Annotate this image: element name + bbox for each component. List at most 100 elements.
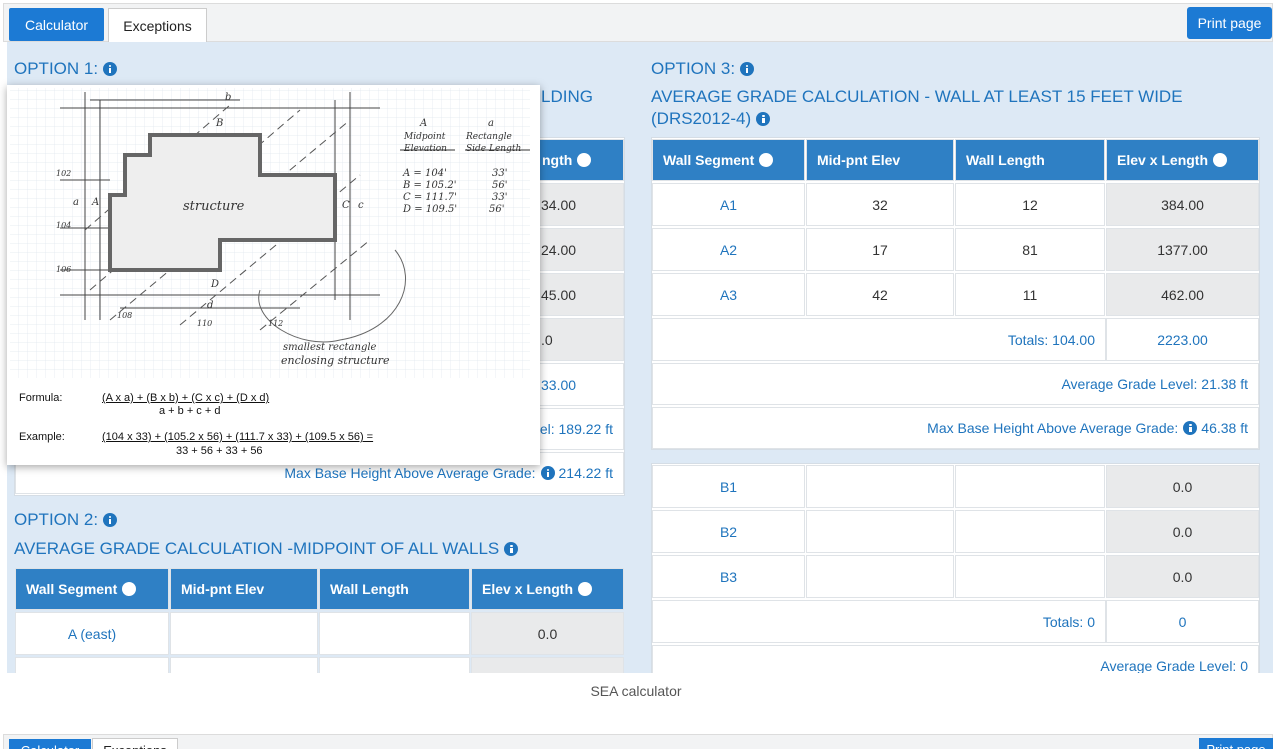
product-cell: 0.0 [471,612,624,655]
top-bar [3,3,1273,42]
info-icon[interactable] [122,582,137,596]
table-cell[interactable]: 81 [955,228,1105,271]
option-title: (DRS2012-4) [651,108,771,130]
sketch-note: smallest rectangle [283,342,377,353]
wall-segment: B3 [652,555,805,598]
tab[interactable]: Exceptions [108,8,207,42]
formula-sketch: b B a A C c D d structure 102 104 106 10… [10,88,530,378]
info-icon[interactable] [103,62,118,76]
heading-text: OPTION 1: [14,59,99,78]
header-text: Mid-pnt Elev [181,581,265,597]
option-heading: OPTION 2: [14,509,118,531]
totals-label: Totals: 104.00 [652,318,1106,361]
wall-segment: B2 [652,510,805,553]
sketch-label: D [210,279,219,290]
print-button[interactable]: Print page [1187,7,1272,39]
sketch-label: C [342,200,350,211]
legend-heading: Side Length [466,144,521,154]
wall-segment: A1 [652,183,805,226]
table-header: Elev x Length [1106,139,1259,181]
tab[interactable]: Calculator [9,739,91,749]
info-icon[interactable] [103,513,118,527]
sketch-label: d [207,300,213,311]
table-cell: 462.00 [1106,273,1259,316]
sketch-elevation: 108 [117,311,132,320]
option-title: AVERAGE GRADE CALCULATION -MIDPOINT OF A… [14,538,519,560]
legend-wall: C = 111.7' [403,192,457,203]
header-text: Wall Segment [26,581,118,597]
info-icon[interactable] [1213,153,1228,167]
info-icon[interactable] [756,112,771,126]
sketch-elevation: 110 [197,319,212,328]
sketch-label: b [225,92,231,103]
input-cell[interactable] [955,510,1105,553]
average-grade: Average Grade Level: 21.38 ft [652,363,1259,405]
example-label: Example: [19,431,65,443]
legend-wall: A = 104' [402,168,447,179]
totals-value: 2223.00 [1106,318,1259,361]
legend-heading: Midpoint [403,132,446,142]
info-popover: b B a A C c D d structure 102 104 106 10… [7,85,540,465]
sketch-elevation: 104 [56,221,71,230]
heading-text: OPTION 2: [14,510,99,529]
table-cell[interactable]: 42 [806,273,954,316]
input-cell[interactable] [319,612,470,655]
input-cell[interactable] [955,465,1105,508]
product-cell: 0.0 [1106,465,1259,508]
info-icon[interactable] [759,153,774,167]
tab[interactable]: Calculator [9,8,104,41]
legend-heading: a [488,118,494,129]
info-icon[interactable] [578,582,593,596]
example-denominator: 33 + 56 + 33 + 56 [176,445,263,457]
input-cell[interactable] [170,612,318,655]
input-cell[interactable] [806,510,954,553]
header-text: Wall Segment [663,152,755,168]
option-heading: OPTION 3: [651,58,755,80]
top-bar [3,734,1273,749]
formula-label: Formula: [19,392,63,404]
table-header: Mid-pnt Elev [806,139,954,181]
title-text: AVERAGE GRADE CALCULATION -MIDPOINT OF A… [14,539,500,558]
header-text: Elev x Length [482,581,574,597]
table-cell[interactable]: 32 [806,183,954,226]
print-button[interactable]: Print page [1199,738,1273,749]
wall-segment: A (east) [15,612,169,655]
info-icon[interactable] [504,542,519,556]
wall-segment: A3 [652,273,805,316]
sketch-label: A [91,197,99,208]
legend-side: 56' [492,180,507,191]
table-cell[interactable]: 17 [806,228,954,271]
title-text: (DRS2012-4) [651,109,752,128]
input-cell[interactable] [806,465,954,508]
option-title: LDING [541,87,593,106]
table-cell[interactable]: 12 [955,183,1105,226]
input-cell[interactable] [955,555,1105,598]
legend-side: 33' [492,168,507,179]
legend-heading: Elevation [403,144,447,154]
legend-side: 33' [492,192,507,203]
table-cell: 1377.00 [1106,228,1259,271]
legend-wall: D = 109.5' [402,204,457,215]
info-icon[interactable] [740,62,755,76]
input-cell[interactable] [806,555,954,598]
wall-segment: B1 [652,465,805,508]
product-cell: 0.0 [1106,555,1259,598]
table-header: Elev x Length [471,568,624,610]
tab[interactable]: Exceptions [92,738,178,749]
info-icon[interactable] [540,466,555,480]
info-icon[interactable] [1183,421,1198,435]
table-header: Wall Segment [15,568,169,610]
max-base-value: 46.38 ft [1201,420,1248,436]
table-cell[interactable]: 11 [955,273,1105,316]
header-text: ngth [542,152,573,168]
sketch-elevation: 112 [268,319,283,328]
sketch-label: B [215,118,223,129]
max-base-value: 214.22 ft [558,465,614,481]
totals-label: Totals: 0 [652,600,1106,643]
sketch-label: a [73,197,79,208]
info-icon[interactable] [577,153,592,167]
legend-wall: B = 105.2' [402,180,456,191]
header-text: Wall Length [330,581,409,597]
wall-segment: A2 [652,228,805,271]
